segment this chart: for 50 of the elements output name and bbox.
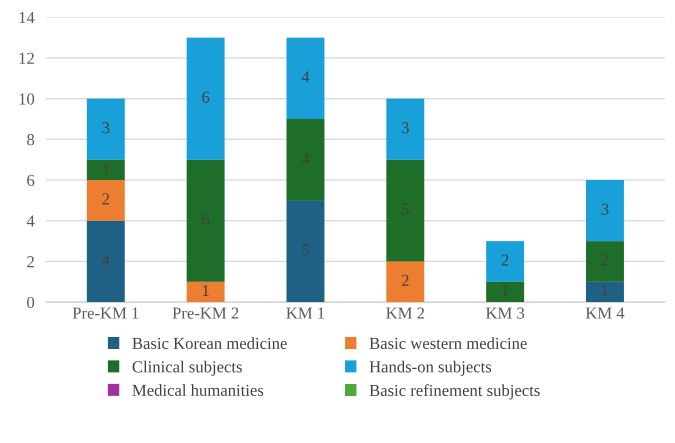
bar xyxy=(86,98,125,160)
legend-label: Clinical subjects xyxy=(132,360,242,376)
y-tick-label: 8 xyxy=(27,134,34,146)
y-tick-label: 0 xyxy=(27,296,34,308)
bar xyxy=(286,200,324,302)
legend-label: Basic western medicine xyxy=(370,337,527,350)
data-label: 4 xyxy=(302,71,310,82)
x-tick-label: KM 4 xyxy=(586,308,624,319)
data-label: 5 xyxy=(302,244,309,256)
x-tick-label: KM 2 xyxy=(386,308,424,319)
bar xyxy=(286,38,324,120)
data-label: 2 xyxy=(402,274,409,286)
y-tick-label: 14 xyxy=(20,12,35,24)
bar xyxy=(486,241,524,282)
legend-label: Hands-on subjects xyxy=(370,360,492,376)
y-tick-label: 2 xyxy=(27,256,34,268)
y-tick-label: 10 xyxy=(20,93,34,105)
x-tick-label: Pre-KM 2 xyxy=(172,308,238,319)
legend-label: Basic refinement subjects xyxy=(370,384,540,400)
bar xyxy=(86,180,125,221)
y-tick-label: 12 xyxy=(20,52,34,64)
bar xyxy=(186,282,225,302)
data-label: 3 xyxy=(102,122,110,134)
data-label: 2 xyxy=(502,254,508,266)
bar xyxy=(286,119,324,200)
x-tick-label: Pre-KM 1 xyxy=(72,308,138,319)
bar xyxy=(86,160,125,180)
data-label: 1 xyxy=(202,284,209,296)
data-label: 3 xyxy=(402,122,409,134)
bar xyxy=(386,261,424,302)
bar xyxy=(386,98,424,160)
data-label: 6 xyxy=(202,92,210,103)
bar xyxy=(186,160,225,282)
bar xyxy=(586,282,624,302)
data-label: 2 xyxy=(102,193,110,204)
bar xyxy=(486,282,524,302)
legend-label: Basic Korean medicine xyxy=(132,337,287,350)
bar xyxy=(86,220,125,302)
bar xyxy=(186,38,225,160)
data-label: 1 xyxy=(602,284,608,296)
bar xyxy=(586,241,624,282)
x-tick-label: KM 3 xyxy=(486,308,524,319)
bar xyxy=(586,180,624,242)
data-label: 3 xyxy=(602,204,608,215)
x-tick-label: KM 1 xyxy=(286,308,324,319)
legend-label: Medical humanities xyxy=(132,384,264,396)
data-label: 4 xyxy=(102,254,110,266)
bar xyxy=(386,160,424,262)
y-tick-label: 6 xyxy=(27,174,34,186)
y-tick-label: 4 xyxy=(26,216,35,227)
